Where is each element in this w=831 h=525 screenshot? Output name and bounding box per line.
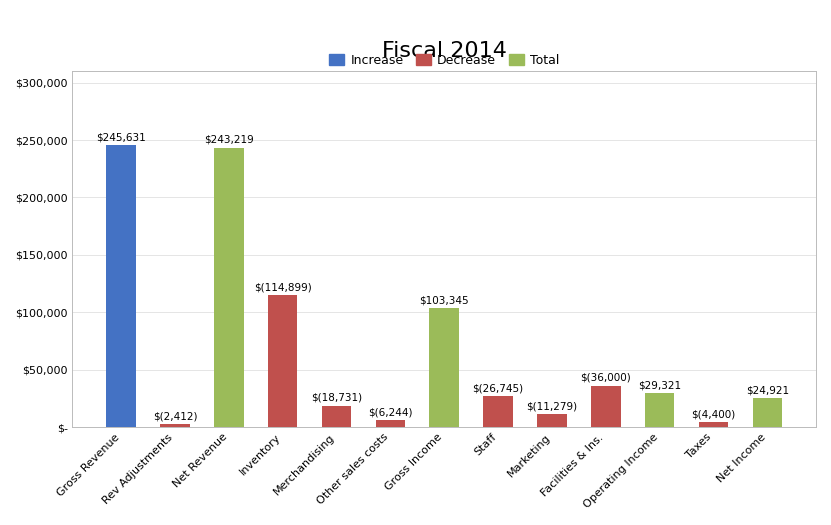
Bar bbox=[376, 420, 406, 427]
Text: $(11,279): $(11,279) bbox=[526, 401, 578, 411]
Bar bbox=[484, 396, 513, 427]
Bar bbox=[160, 424, 189, 427]
Bar bbox=[430, 308, 459, 427]
Bar bbox=[591, 386, 621, 427]
Text: $24,921: $24,921 bbox=[746, 385, 789, 396]
Text: $(4,400): $(4,400) bbox=[691, 409, 735, 419]
Text: $243,219: $243,219 bbox=[204, 135, 253, 145]
Text: $103,345: $103,345 bbox=[420, 296, 469, 306]
Bar bbox=[322, 406, 352, 427]
Bar bbox=[699, 422, 728, 427]
Title: Fiscal 2014: Fiscal 2014 bbox=[381, 41, 507, 61]
Bar bbox=[645, 393, 675, 427]
Bar bbox=[753, 398, 782, 427]
Text: $(2,412): $(2,412) bbox=[153, 412, 197, 422]
Text: $(114,899): $(114,899) bbox=[253, 282, 312, 292]
Bar bbox=[106, 145, 136, 427]
Text: $245,631: $245,631 bbox=[96, 132, 146, 142]
Text: $29,321: $29,321 bbox=[638, 381, 681, 391]
Text: $(26,745): $(26,745) bbox=[473, 383, 524, 394]
Legend: Increase, Decrease, Total: Increase, Decrease, Total bbox=[324, 49, 564, 72]
Text: $(18,731): $(18,731) bbox=[311, 393, 362, 403]
Bar bbox=[537, 414, 567, 427]
Bar bbox=[268, 295, 297, 427]
Text: $(6,244): $(6,244) bbox=[368, 407, 413, 417]
Text: $(36,000): $(36,000) bbox=[580, 373, 632, 383]
Bar bbox=[214, 148, 243, 427]
